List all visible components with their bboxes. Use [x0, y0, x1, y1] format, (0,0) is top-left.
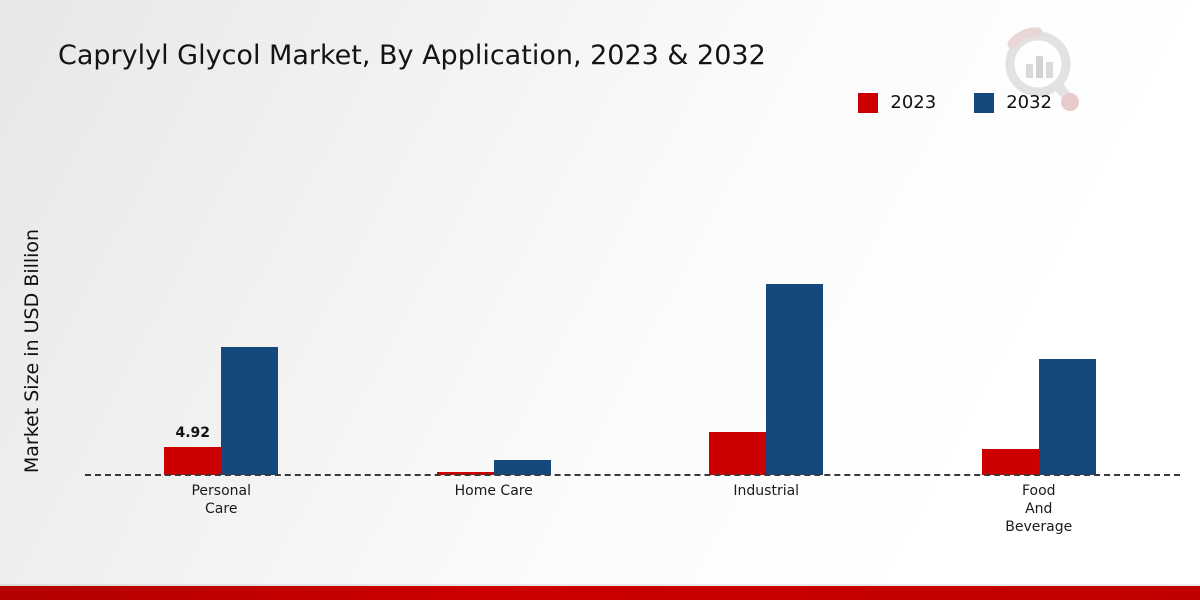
- bar-2032-category-2: [493, 460, 551, 475]
- bottom-red-band: [0, 586, 1200, 600]
- bar-2023-category-4: [981, 449, 1039, 475]
- bar-group-4: [903, 130, 1176, 475]
- bar-2023-category-3: [709, 432, 767, 475]
- bar-2023-category-1: 4.92: [164, 425, 222, 475]
- category-label-3: Industrial: [733, 483, 800, 499]
- bar-group-2: [358, 130, 631, 475]
- category-label-2: Home Care: [454, 483, 533, 499]
- legend-label-2032: 2032: [1006, 92, 1052, 113]
- legend-item-2032: 2032: [974, 92, 1052, 113]
- bar-group-3: [630, 130, 903, 475]
- legend: 2023 2032: [858, 92, 1052, 113]
- page-title: Caprylyl Glycol Market, By Application, …: [58, 40, 766, 71]
- category-label-1: Personal Care: [191, 483, 251, 518]
- plot-area: 4.92: [85, 130, 1175, 475]
- bar-group-1: 4.92: [85, 130, 358, 475]
- bar-2032-category-4: [1038, 359, 1096, 475]
- bar-value-label: 4.92: [175, 425, 211, 441]
- legend-swatch-2023: [858, 92, 879, 113]
- bar-2032-category-1: [221, 347, 279, 475]
- legend-item-2023: 2023: [858, 92, 936, 113]
- bottom-band-edge: [0, 584, 1200, 586]
- bar-groups: 4.92: [85, 130, 1175, 475]
- bar-2032-category-3: [766, 284, 824, 475]
- category-labels: Personal Care Home Care Industrial Food And…: [85, 482, 1175, 537]
- category-label-4: Food And Beverage: [1005, 483, 1073, 536]
- y-axis-label: Market Size in USD Billion: [21, 228, 43, 474]
- legend-swatch-2032: [974, 92, 995, 113]
- bar-2023-category-2: [436, 472, 494, 475]
- x-axis-baseline: [85, 474, 1180, 476]
- market-research-future-logo: [1005, 27, 1079, 111]
- legend-label-2023: 2023: [890, 92, 937, 113]
